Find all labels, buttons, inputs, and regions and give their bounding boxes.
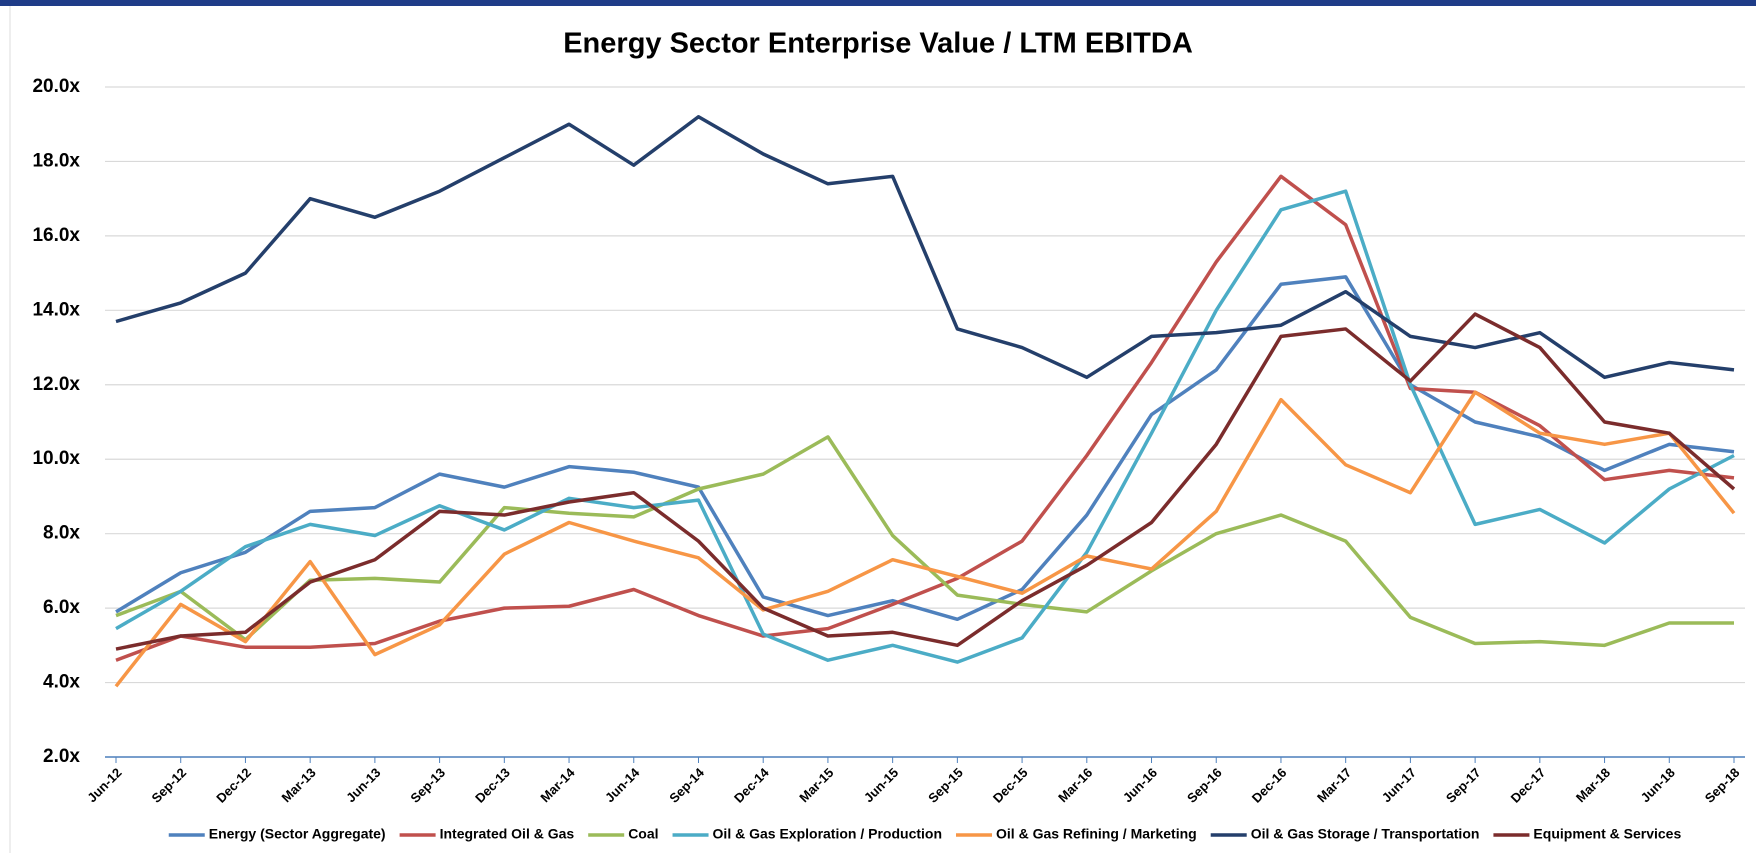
x-tick-label: Mar-18 bbox=[1573, 765, 1613, 805]
x-tick-label: Dec-13 bbox=[472, 765, 513, 806]
x-tick-label: Sep-15 bbox=[925, 765, 966, 806]
x-tick-label: Jun-15 bbox=[861, 765, 901, 805]
y-tick-label: 8.0x bbox=[43, 523, 80, 544]
series-line bbox=[115, 275, 1735, 622]
x-tick-label: Dec-17 bbox=[1508, 765, 1549, 806]
x-tick-label: Dec-14 bbox=[731, 764, 772, 805]
x-tick-label: Jun-16 bbox=[1120, 765, 1160, 805]
y-tick-label: 10.0x bbox=[32, 448, 80, 469]
y-tick-label: 12.0x bbox=[32, 374, 80, 395]
legend-label: Energy (Sector Aggregate) bbox=[209, 826, 386, 842]
x-tick-label: Dec-12 bbox=[213, 765, 254, 806]
series-line bbox=[115, 435, 1734, 648]
y-tick-label: 18.0x bbox=[32, 150, 80, 171]
x-tick-label: Sep-18 bbox=[1702, 765, 1743, 806]
x-tick-label: Sep-12 bbox=[149, 765, 190, 806]
y-tick-label: 20.0x bbox=[32, 76, 80, 97]
x-tick-label: Sep-16 bbox=[1184, 765, 1225, 806]
x-tick-label: Jun-12 bbox=[84, 765, 124, 805]
y-tick-label: 2.0x bbox=[43, 746, 80, 767]
series-line bbox=[115, 174, 1735, 662]
legend: Energy (Sector Aggregate) Integrated Oil … bbox=[168, 826, 1681, 842]
y-tick-label: 16.0x bbox=[32, 225, 80, 246]
series-line bbox=[114, 390, 1736, 688]
legend-label: Oil & Gas Storage / Transportation bbox=[1251, 826, 1480, 842]
x-tick-label: Mar-14 bbox=[537, 764, 578, 805]
legend-label: Oil & Gas Refining / Marketing bbox=[996, 826, 1197, 842]
x-tick-label: Sep-17 bbox=[1443, 765, 1484, 806]
x-tick-label: Sep-14 bbox=[666, 764, 707, 805]
x-tick-label: Dec-16 bbox=[1249, 765, 1290, 806]
x-tick-label: Mar-15 bbox=[796, 765, 836, 805]
x-tick-label: Mar-13 bbox=[278, 765, 318, 805]
series-line bbox=[115, 115, 1735, 380]
x-tick-label: Sep-13 bbox=[407, 765, 448, 806]
legend-label: Equipment & Services bbox=[1533, 826, 1681, 842]
x-tick-label: Jun-18 bbox=[1638, 765, 1678, 805]
x-tick-label: Jun-17 bbox=[1379, 765, 1419, 805]
y-tick-label: 4.0x bbox=[43, 672, 80, 693]
series-line bbox=[115, 189, 1735, 664]
x-tick-label: Mar-17 bbox=[1314, 765, 1354, 805]
y-tick-label: 14.0x bbox=[32, 299, 80, 320]
legend-label: Oil & Gas Exploration / Production bbox=[713, 826, 942, 842]
legend-label: Coal bbox=[628, 826, 658, 842]
chart-title: Energy Sector Enterprise Value / LTM EBI… bbox=[563, 28, 1193, 60]
legend-label: Integrated Oil & Gas bbox=[440, 826, 575, 842]
x-tick-label: Jun-13 bbox=[343, 765, 383, 805]
y-tick-label: 6.0x bbox=[43, 597, 80, 618]
series-line bbox=[115, 312, 1736, 651]
top-bar bbox=[0, 0, 1756, 6]
x-tick-label: Jun-14 bbox=[602, 764, 643, 805]
x-tick-label: Mar-16 bbox=[1055, 765, 1095, 805]
x-tick-label: Dec-15 bbox=[990, 765, 1031, 806]
